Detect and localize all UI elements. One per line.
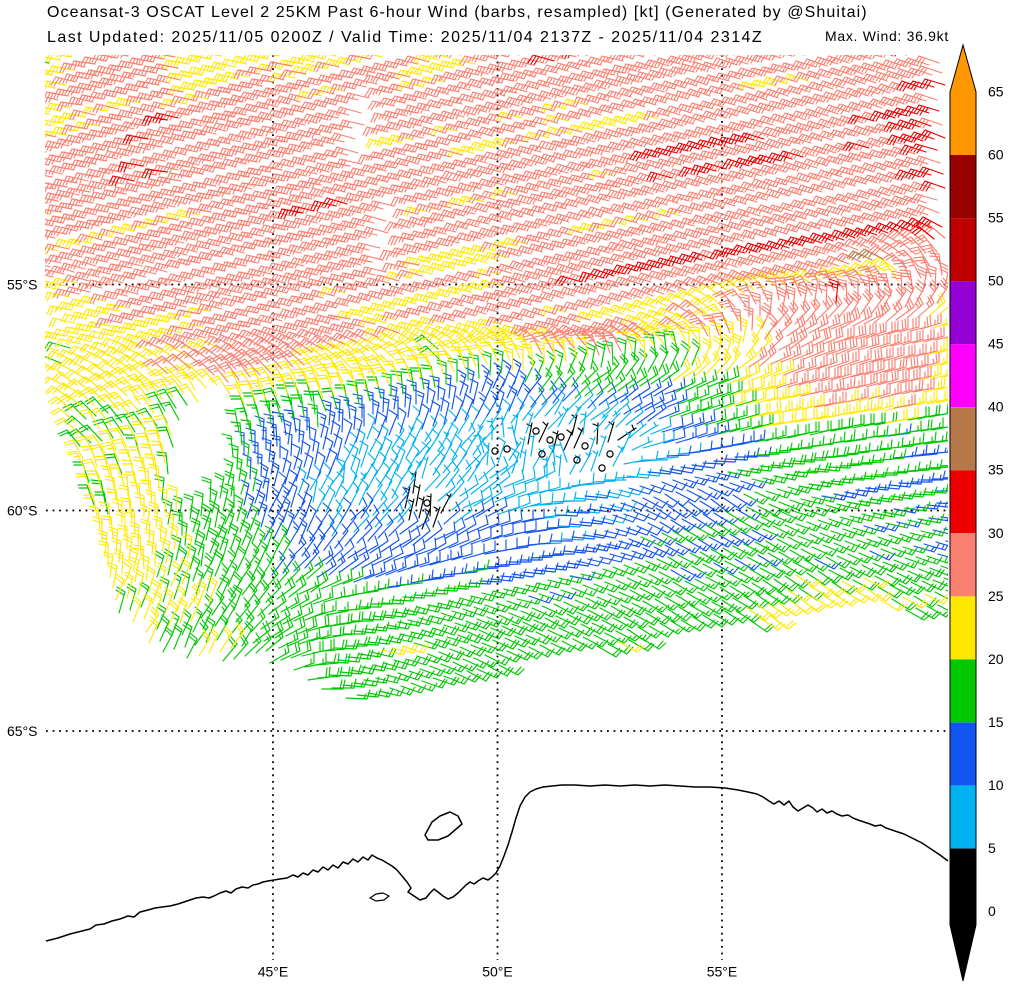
svg-text:55°S: 55°S	[7, 277, 38, 293]
svg-text:35: 35	[988, 462, 1004, 478]
svg-text:50°E: 50°E	[482, 964, 513, 980]
svg-text:0: 0	[988, 903, 996, 919]
svg-text:20: 20	[988, 651, 1004, 667]
svg-text:45°E: 45°E	[258, 964, 289, 980]
svg-text:50: 50	[988, 273, 1004, 289]
svg-text:30: 30	[988, 525, 1004, 541]
svg-text:60°S: 60°S	[7, 503, 38, 519]
svg-text:40: 40	[988, 399, 1004, 415]
svg-text:45: 45	[988, 336, 1004, 352]
svg-text:10: 10	[988, 777, 1004, 793]
svg-text:60: 60	[988, 147, 1004, 163]
svg-text:55: 55	[988, 210, 1004, 226]
svg-text:15: 15	[988, 714, 1004, 730]
svg-text:65: 65	[988, 84, 1004, 100]
svg-text:55°E: 55°E	[707, 964, 738, 980]
svg-text:25: 25	[988, 588, 1004, 604]
svg-text:5: 5	[988, 840, 996, 856]
svg-text:65°S: 65°S	[7, 723, 38, 739]
